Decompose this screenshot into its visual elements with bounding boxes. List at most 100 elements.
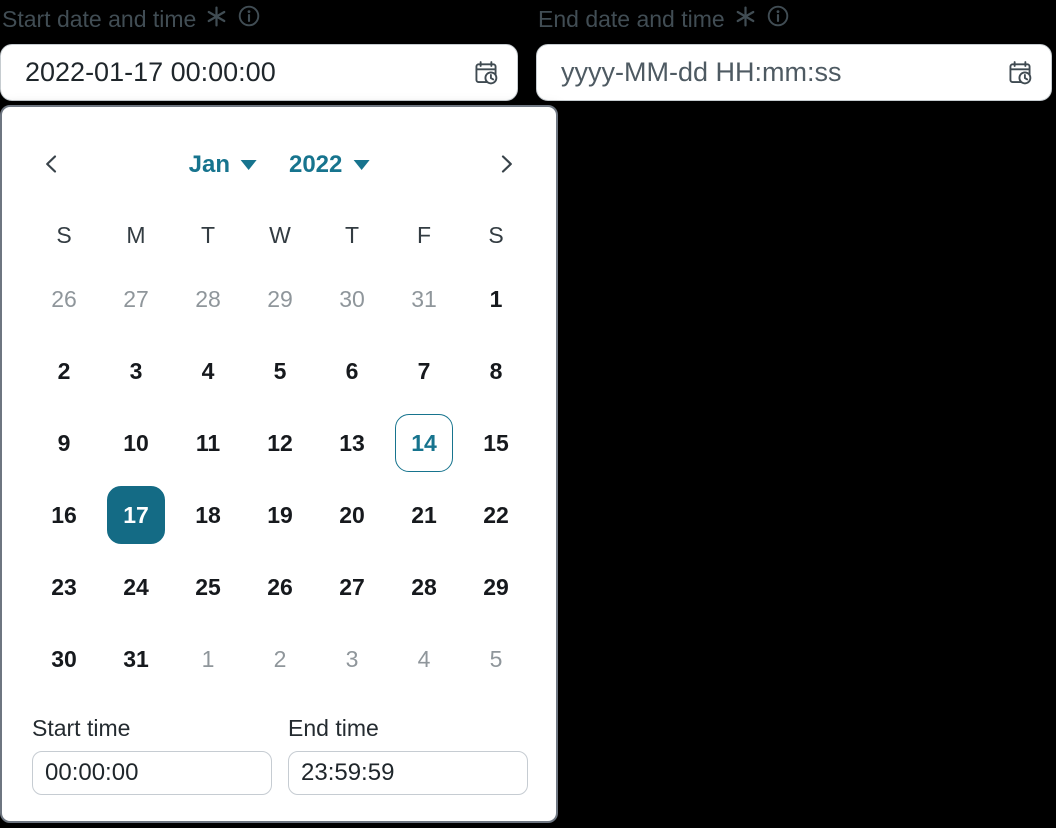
calendar-day[interactable]: 5 bbox=[273, 357, 287, 384]
calendar-day[interactable]: 21 bbox=[411, 501, 437, 528]
calendar-weeks: 26 27 28 29 30 31 1 2 3 4 5 6 7 8 9 10 11 12 13 14 15 16 17 18 1… bbox=[28, 263, 532, 695]
year-select[interactable]: 2022 bbox=[288, 151, 370, 179]
time-section: Start time End time bbox=[32, 715, 528, 795]
calendar-day-cell: 17 bbox=[100, 479, 172, 551]
calendar-day[interactable]: 24 bbox=[123, 573, 149, 600]
calendar-day[interactable]: 3 bbox=[345, 645, 359, 672]
weekday-header: T bbox=[344, 221, 360, 248]
calendar-day[interactable]: 4 bbox=[417, 645, 431, 672]
chevron-right-icon bbox=[494, 152, 518, 179]
calendar-day[interactable]: 11 bbox=[195, 429, 221, 456]
prev-month-button[interactable] bbox=[34, 147, 70, 183]
calendar-day[interactable]: 12 bbox=[267, 429, 293, 456]
weekday-header: W bbox=[269, 221, 291, 248]
month-select[interactable]: Jan bbox=[189, 151, 257, 179]
calendar-day-cell: 27 bbox=[100, 263, 172, 335]
end-datetime-field bbox=[536, 44, 1052, 101]
calendar-day-cell: 27 bbox=[316, 551, 388, 623]
calendar-day-cell: 1 bbox=[172, 623, 244, 695]
calendar-day[interactable]: 1 bbox=[489, 285, 503, 312]
calendar-day[interactable]: 18 bbox=[195, 501, 221, 528]
calendar-day-cell: 4 bbox=[388, 623, 460, 695]
calendar-day-cell: 2 bbox=[244, 623, 316, 695]
calendar-day-cell: 5 bbox=[244, 335, 316, 407]
calendar-day[interactable]: 2 bbox=[57, 357, 71, 384]
start-time-label: Start time bbox=[32, 715, 131, 741]
info-icon[interactable] bbox=[766, 4, 790, 34]
calendar-day[interactable]: 25 bbox=[195, 573, 221, 600]
weekday-header: S bbox=[56, 221, 72, 248]
next-month-button[interactable] bbox=[488, 147, 524, 183]
calendar-day-cell: 9 bbox=[28, 407, 100, 479]
end-datetime-input[interactable] bbox=[537, 45, 1051, 100]
start-datetime-input[interactable] bbox=[1, 45, 517, 100]
calendar-day[interactable]: 6 bbox=[345, 357, 359, 384]
calendar-day[interactable]: 31 bbox=[123, 645, 149, 672]
calendar-day[interactable]: 8 bbox=[489, 357, 503, 384]
calendar-day-cell: 25 bbox=[172, 551, 244, 623]
calendar-day[interactable]: 9 bbox=[57, 429, 71, 456]
calendar-day-cell: 28 bbox=[172, 263, 244, 335]
info-icon[interactable] bbox=[237, 4, 261, 34]
calendar-day-cell: 8 bbox=[460, 335, 532, 407]
year-select-value: 2022 bbox=[288, 151, 343, 178]
calendar-day[interactable]: 15 bbox=[483, 429, 509, 456]
calendar-day-cell: 12 bbox=[244, 407, 316, 479]
start-datetime-label-text: Start date and time bbox=[2, 5, 197, 32]
calendar-day[interactable]: 7 bbox=[417, 357, 431, 384]
calendar-day-selected[interactable]: 17 bbox=[107, 486, 165, 544]
calendar-day-cell: 1 bbox=[460, 263, 532, 335]
calendar-day-cell: 22 bbox=[460, 479, 532, 551]
calendar-day[interactable]: 13 bbox=[339, 429, 365, 456]
weekday-header: T bbox=[200, 221, 216, 248]
calendar-clock-icon[interactable] bbox=[472, 59, 500, 87]
calendar-day-cell: 3 bbox=[316, 623, 388, 695]
calendar-day[interactable]: 2 bbox=[273, 645, 287, 672]
calendar-day[interactable]: 30 bbox=[339, 285, 365, 312]
calendar-day[interactable]: 29 bbox=[267, 285, 293, 312]
calendar-week-row: 2 3 4 5 6 7 8 bbox=[28, 335, 532, 407]
calendar-day-today[interactable]: 14 bbox=[395, 414, 453, 472]
calendar-day[interactable]: 20 bbox=[339, 501, 365, 528]
calendar-day[interactable]: 4 bbox=[201, 357, 215, 384]
calendar-day[interactable]: 28 bbox=[411, 573, 437, 600]
calendar-week-row: 9 10 11 12 13 14 15 bbox=[28, 407, 532, 479]
calendar-day-cell: 15 bbox=[460, 407, 532, 479]
calendar-day-cell: 13 bbox=[316, 407, 388, 479]
calendar-day[interactable]: 29 bbox=[483, 573, 509, 600]
calendar-day[interactable]: 10 bbox=[123, 429, 149, 456]
start-datetime-field bbox=[0, 44, 518, 101]
end-time-input[interactable] bbox=[288, 751, 528, 795]
calendar-day-cell: 31 bbox=[388, 263, 460, 335]
required-asterisk-icon bbox=[206, 5, 227, 33]
start-time-input[interactable] bbox=[32, 751, 272, 795]
calendar-day[interactable]: 22 bbox=[483, 501, 509, 528]
calendar-day[interactable]: 26 bbox=[51, 285, 77, 312]
calendar-day[interactable]: 19 bbox=[267, 501, 293, 528]
calendar-day[interactable]: 31 bbox=[411, 285, 437, 312]
calendar-clock-icon[interactable] bbox=[1006, 59, 1034, 87]
month-year-controls: Jan 2022 bbox=[189, 151, 370, 179]
calendar-day[interactable]: 3 bbox=[129, 357, 143, 384]
calendar-day[interactable]: 30 bbox=[51, 645, 77, 672]
calendar-day-cell: 24 bbox=[100, 551, 172, 623]
calendar-day-cell: 7 bbox=[388, 335, 460, 407]
calendar-day[interactable]: 27 bbox=[123, 285, 149, 312]
calendar-day[interactable]: 23 bbox=[51, 573, 77, 600]
end-datetime-label: End date and time bbox=[538, 4, 790, 34]
calendar-day-cell: 20 bbox=[316, 479, 388, 551]
calendar-day-cell: 16 bbox=[28, 479, 100, 551]
calendar-day-cell: 2 bbox=[28, 335, 100, 407]
month-select-value: Jan bbox=[188, 151, 230, 178]
calendar-day[interactable]: 5 bbox=[489, 645, 503, 672]
end-time-group: End time bbox=[288, 715, 528, 795]
calendar-day[interactable]: 1 bbox=[201, 645, 215, 672]
calendar-day[interactable]: 26 bbox=[267, 573, 293, 600]
calendar-day[interactable]: 16 bbox=[51, 501, 77, 528]
calendar-day-cell: 14 bbox=[388, 407, 460, 479]
calendar-day[interactable]: 28 bbox=[195, 285, 221, 312]
calendar-day[interactable]: 27 bbox=[339, 573, 365, 600]
calendar-week-row: 30 31 1 2 3 4 5 bbox=[28, 623, 532, 695]
end-datetime-label-text: End date and time bbox=[538, 5, 725, 32]
